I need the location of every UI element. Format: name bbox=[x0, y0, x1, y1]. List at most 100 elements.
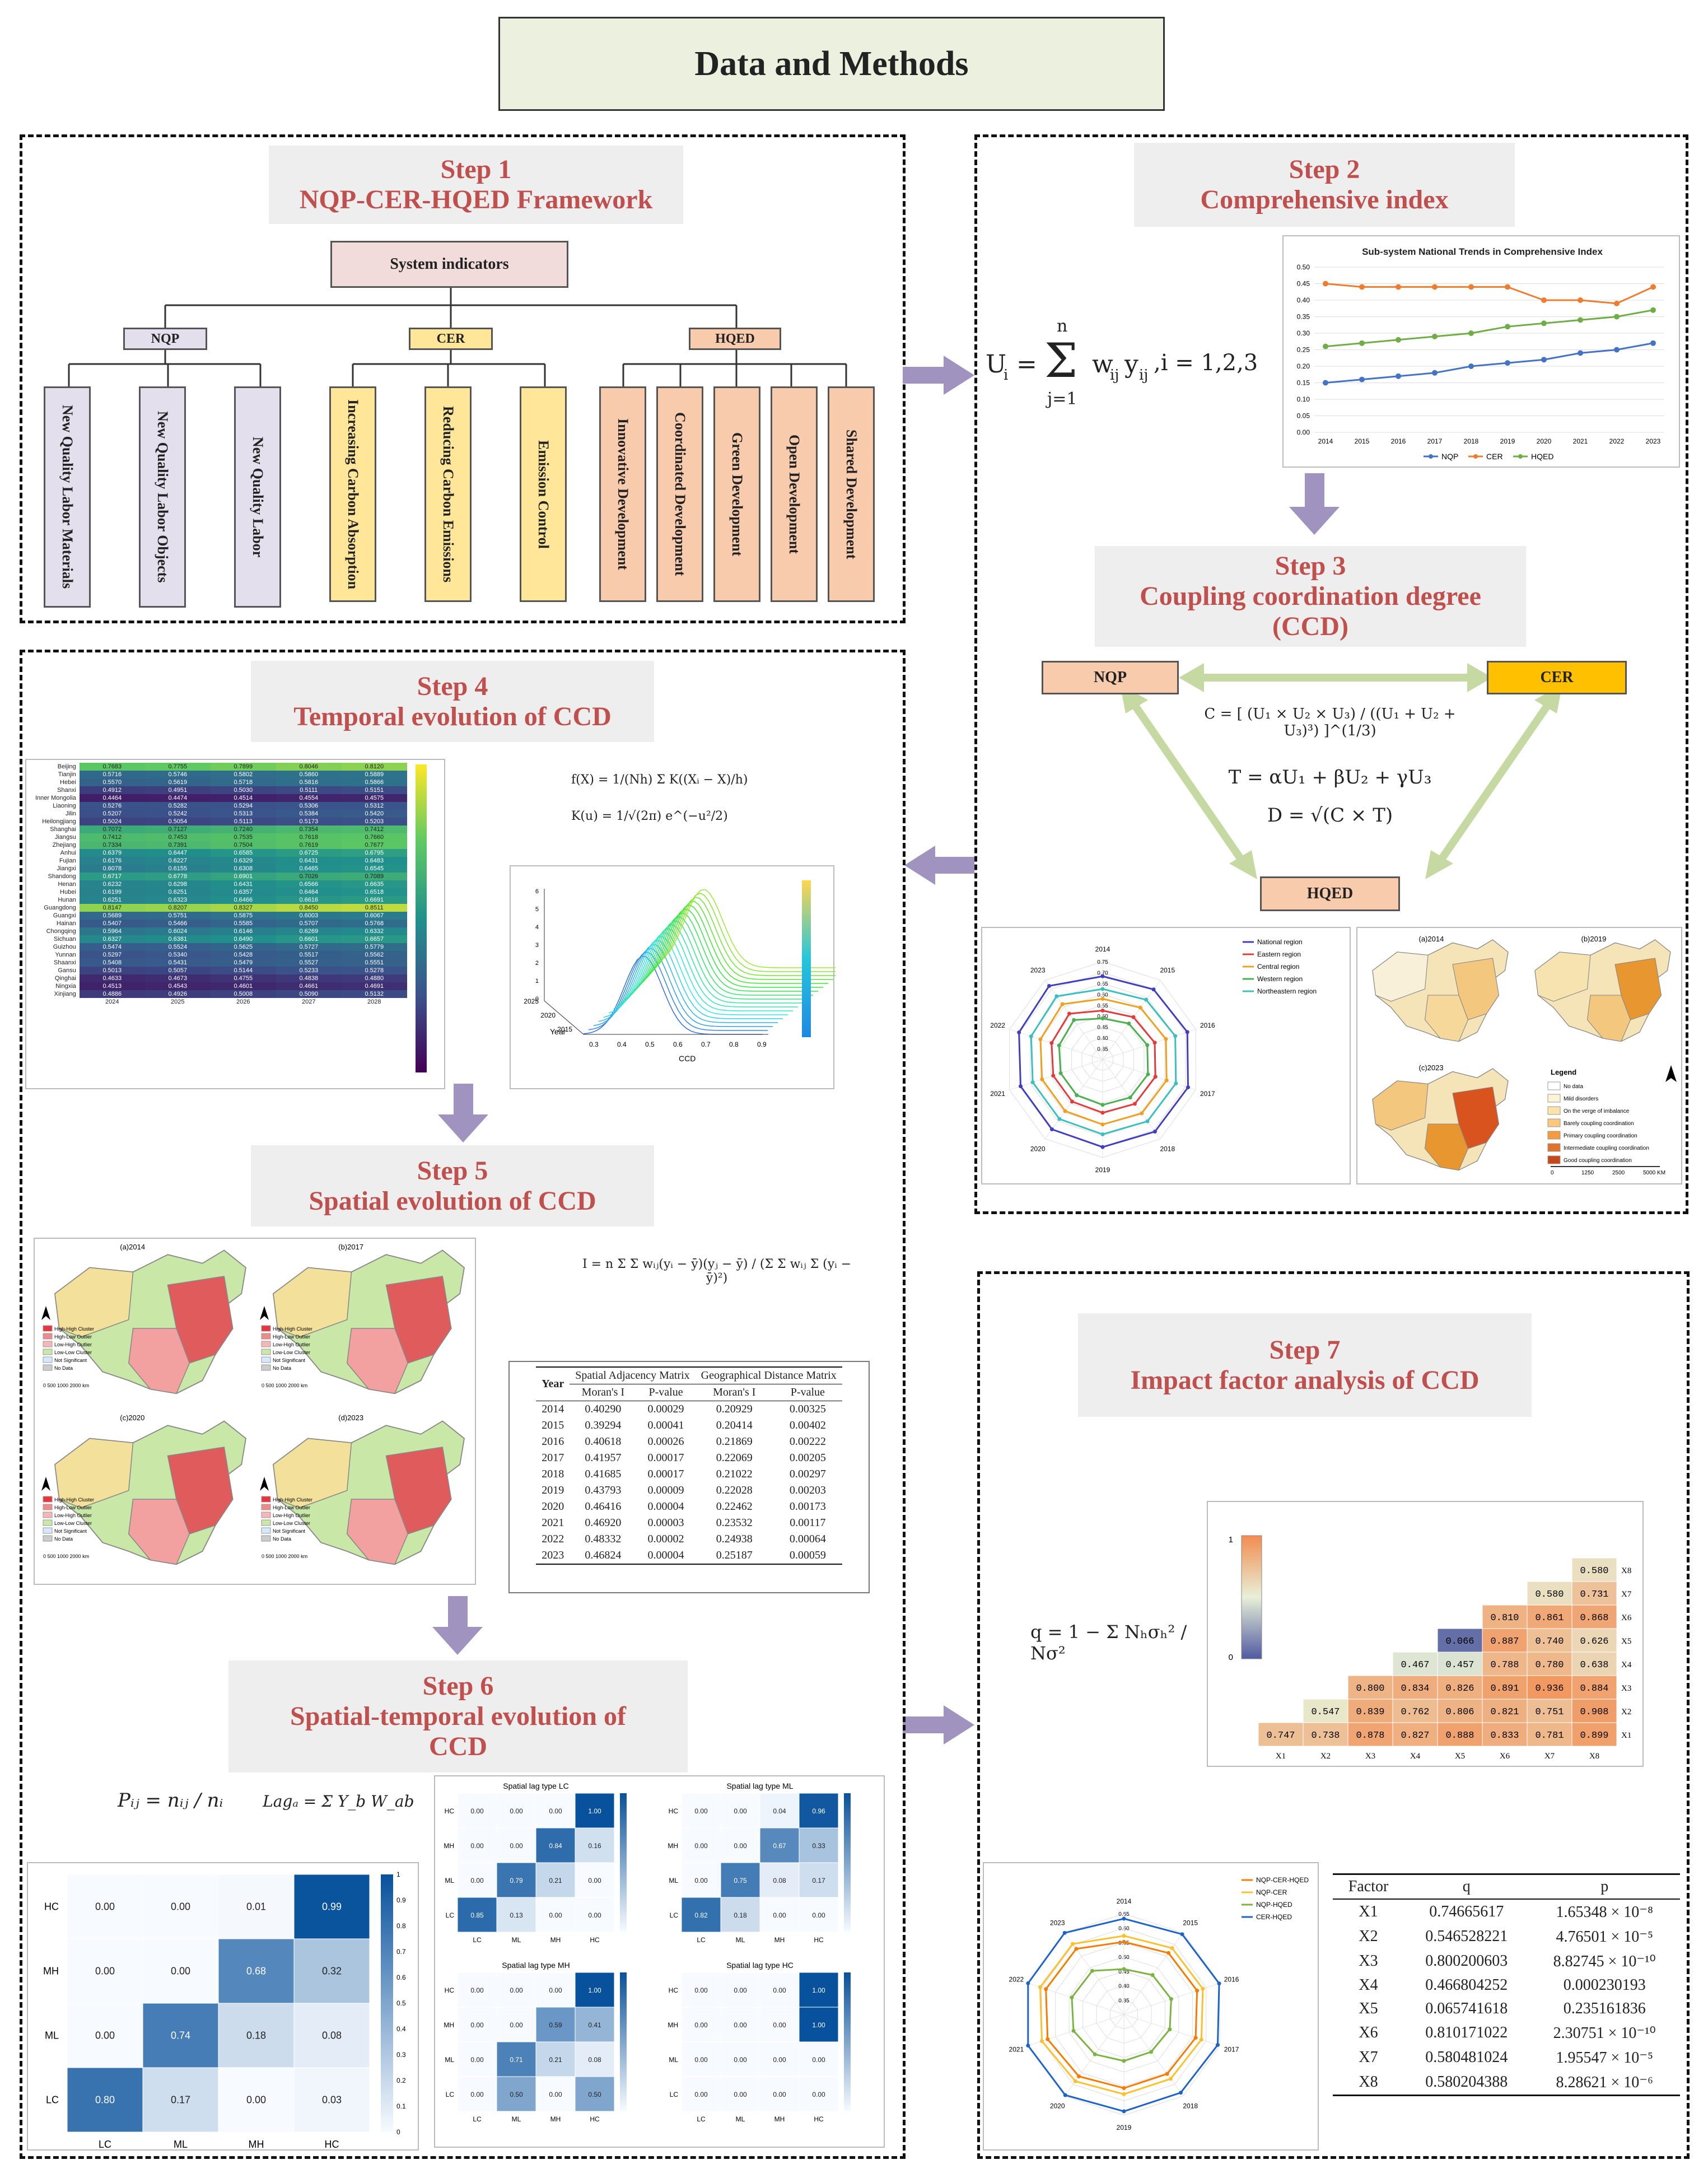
heatmap-province-label: Shaanxi bbox=[54, 959, 76, 966]
heatmap-cell: 0.6635 bbox=[341, 880, 407, 888]
factor-cell: 0.580204388 bbox=[1425, 2073, 1508, 2091]
spatial-lag-cell bbox=[575, 2076, 615, 2112]
trend-xtick: 2020 bbox=[1537, 437, 1552, 445]
spatial-lag-cell-value: 0.50 bbox=[588, 2091, 601, 2098]
interaction-cell-value: 0.457 bbox=[1445, 1660, 1474, 1671]
lisa-legend-swatch bbox=[43, 1496, 53, 1503]
group-nqp-box: NQP bbox=[123, 328, 207, 350]
spatial-lag-col-label: HC bbox=[814, 2115, 824, 2123]
radar-legend-label: Central region bbox=[1257, 963, 1299, 971]
spatial-lag-col-label: ML bbox=[512, 1936, 521, 1944]
spatial-lag-col-label: HC bbox=[590, 1936, 600, 1944]
heatmap-cell: 0.4543 bbox=[144, 982, 211, 990]
map-west-region bbox=[1372, 1080, 1429, 1131]
spatial-lag-col-label: MH bbox=[550, 2115, 561, 2123]
spatial-lag-cell-value: 0.04 bbox=[773, 1807, 786, 1815]
morans-cell: 0.00004 bbox=[647, 1500, 684, 1513]
heatmap-cell: 0.5132 bbox=[341, 990, 407, 998]
kde-surface-line bbox=[613, 932, 793, 1011]
interaction-cell-value: 0.781 bbox=[1535, 1730, 1564, 1741]
morans-cell: 0.46824 bbox=[585, 1549, 622, 1561]
morans-cell: 0.00059 bbox=[789, 1549, 826, 1561]
spatial-lag-cell-value: 0.41 bbox=[588, 2021, 601, 2029]
kde-year-tick: 2020 bbox=[540, 1011, 556, 1019]
spatial-lag-colorbar bbox=[620, 1972, 627, 2111]
factor-header: Factor bbox=[1333, 1874, 1404, 1900]
radar-spoke bbox=[1102, 1029, 1196, 1060]
interaction-row-label: X8 bbox=[1621, 1566, 1631, 1575]
radar-point bbox=[1100, 974, 1105, 978]
radar-point bbox=[1047, 983, 1051, 988]
trend-ytick: 0.35 bbox=[1297, 313, 1310, 321]
spatial-lag-row-label: MH bbox=[444, 2021, 454, 2029]
spatial-lag-cell-value: 0.00 bbox=[549, 1986, 562, 1994]
spatial-lag-cell-value: 0.00 bbox=[734, 1986, 747, 1994]
lisa-maps-panel: (a)2014 High-High Cluster High-Low Outlier… bbox=[34, 1238, 476, 1585]
heatmap-province-label: Chongqing bbox=[46, 928, 76, 935]
trend-chart-title: Sub-system National Trends in Comprehens… bbox=[1362, 246, 1603, 257]
morans-cell: 2017 bbox=[542, 1452, 564, 1464]
hqed-item-3: Green Development bbox=[713, 386, 760, 602]
heatmap-province-label: Jilin bbox=[65, 810, 76, 817]
radar-point bbox=[1038, 1037, 1043, 1042]
radar-point bbox=[1149, 2050, 1154, 2054]
radar-point bbox=[1165, 2072, 1169, 2076]
spatial-lag-row-label: ML bbox=[445, 1877, 454, 1885]
trend-legend-marker bbox=[1518, 454, 1523, 459]
page-title: Data and Methods bbox=[498, 17, 1165, 111]
radar-axis-label: 2021 bbox=[1009, 2045, 1024, 2053]
interaction-cell-value: 0.731 bbox=[1580, 1589, 1608, 1600]
radar-legend-label: Eastern region bbox=[1257, 950, 1301, 958]
spatial-lag-cell-value: 0.67 bbox=[773, 1842, 786, 1850]
heatmap-row: Shanghai 0.7072 0.7127 0.7240 0.7354 0.7412 bbox=[32, 825, 407, 833]
markov-formula-p: Pᵢⱼ = nᵢⱼ / nᵢ bbox=[118, 1789, 223, 1812]
maps3-legend-title: Legend bbox=[1551, 1068, 1576, 1076]
radar-point bbox=[1058, 1071, 1063, 1075]
spatial-lag-cell-value: 0.00 bbox=[470, 2091, 484, 2098]
factor-cell: X8 bbox=[1359, 2073, 1378, 2091]
north-arrow-icon bbox=[260, 1477, 269, 1491]
radar-point bbox=[1057, 1117, 1062, 1121]
morans-cell: 0.25187 bbox=[716, 1549, 753, 1561]
trend-point bbox=[1468, 284, 1474, 290]
trend-point bbox=[1541, 357, 1547, 363]
kde-ccd-tick: 0.4 bbox=[617, 1041, 627, 1048]
radar-point bbox=[1100, 1009, 1105, 1013]
lisa-legend-label: No Data bbox=[273, 1536, 291, 1542]
markov-colorbar-tick: 0.5 bbox=[396, 1999, 406, 2007]
interaction-cell-value: 0.861 bbox=[1535, 1613, 1564, 1624]
morans-cell: 0.22069 bbox=[716, 1452, 753, 1464]
markov-cell-value: 0.00 bbox=[246, 2095, 266, 2106]
spatial-lag-row-label: MH bbox=[444, 1842, 454, 1850]
radar-point bbox=[1070, 1995, 1074, 2000]
step1-heading: Step 1 NQP-CER-HQED Framework bbox=[269, 146, 683, 224]
morans-cell: 0.00009 bbox=[647, 1484, 684, 1496]
morans-sub-header: Moran's I bbox=[695, 1384, 773, 1401]
formula-sigma: Σ bbox=[1044, 333, 1078, 388]
morans-cell: 2020 bbox=[542, 1500, 564, 1513]
maps3-legend-label: No data bbox=[1564, 1084, 1583, 1090]
heatmap-cell: 0.7618 bbox=[276, 833, 342, 841]
heatmap-cell: 0.5625 bbox=[210, 943, 276, 951]
morans-cell: 0.20414 bbox=[716, 1419, 753, 1431]
hqed-item-4: Open Development bbox=[771, 386, 818, 602]
cer-item-1: Increasing Carbon Absorption bbox=[329, 386, 376, 602]
lisa-legend-swatch bbox=[261, 1504, 271, 1510]
spatial-lag-title: Spatial lag type LC bbox=[503, 1781, 569, 1790]
heatmap-cell: 0.5282 bbox=[144, 802, 211, 810]
radar-point bbox=[1026, 1981, 1030, 1985]
interaction-cell-value: 0.751 bbox=[1535, 1707, 1564, 1718]
heatmap-cell: 0.7453 bbox=[144, 833, 211, 841]
interaction-detector-panel: 0.580 X8 0.580 0.731 X7 0.810 0.861 0.868 X6 0.06… bbox=[1207, 1501, 1644, 1767]
spatial-lag-cell bbox=[799, 1827, 839, 1863]
lisa-legend-label: High-Low Outlier bbox=[54, 1505, 92, 1510]
kde-surface-line bbox=[603, 940, 783, 1019]
radar-axis-label: 2020 bbox=[1030, 1145, 1046, 1153]
lisa-legend-label: Low-Low Cluster bbox=[273, 1520, 310, 1526]
spatial-lag-col-label: LC bbox=[473, 1936, 482, 1944]
radar-point bbox=[1201, 1986, 1205, 1991]
group-cer-label: CER bbox=[436, 331, 465, 346]
map-central-region bbox=[1586, 995, 1631, 1042]
heatmap-cell: 0.5207 bbox=[79, 810, 145, 818]
markov-col-label: HC bbox=[325, 2139, 339, 2150]
